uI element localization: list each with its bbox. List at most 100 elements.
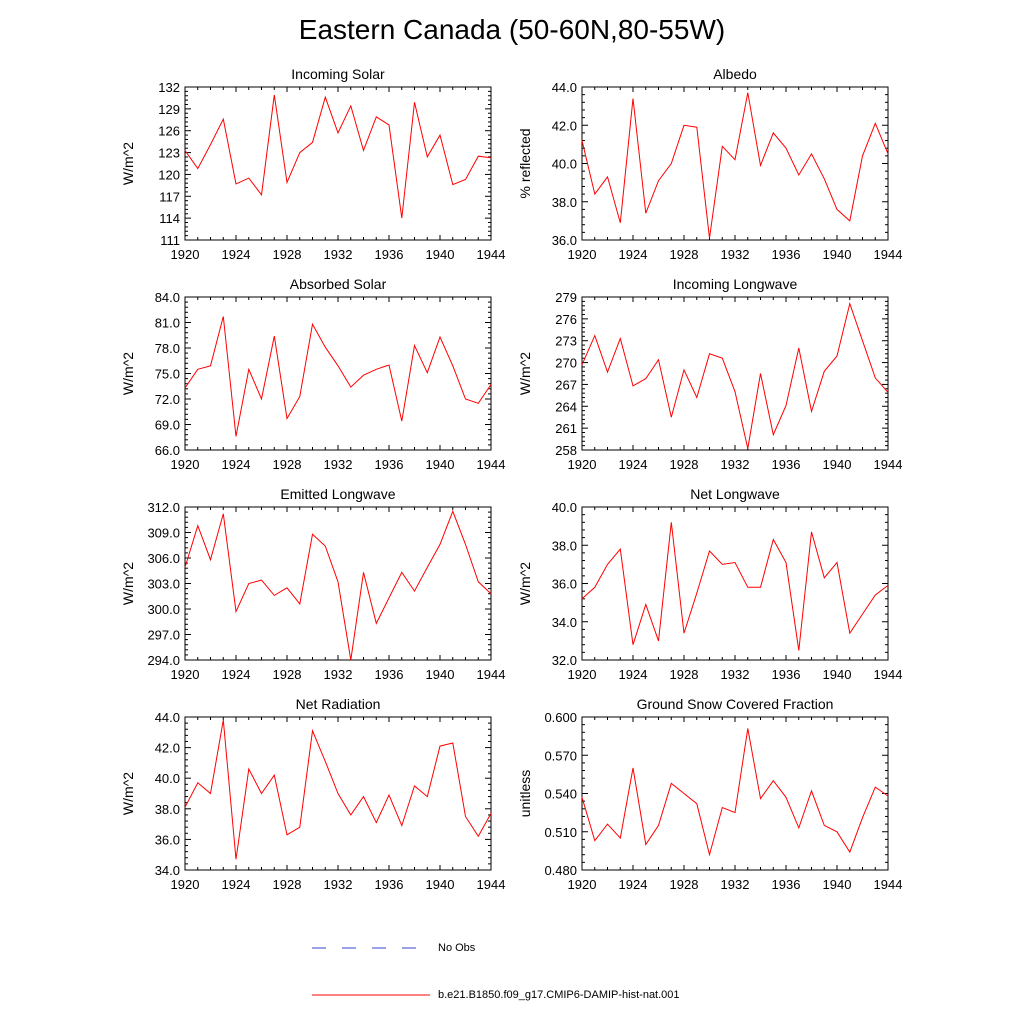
- x-tick-label: 1944: [477, 457, 506, 472]
- y-tick-label: 303.0: [147, 577, 180, 592]
- plot-frame: [184, 86, 492, 241]
- x-tick-label: 1928: [273, 667, 302, 682]
- series-line: [184, 94, 492, 219]
- y-tick-label: 40.0: [552, 500, 577, 515]
- x-tick-label: 1920: [568, 457, 597, 472]
- y-tick-label: 36.0: [552, 233, 577, 248]
- y-tick-label: 44.0: [155, 710, 180, 725]
- x-tick-label: 1920: [171, 247, 200, 262]
- x-tick-label: 1940: [823, 247, 852, 262]
- y-tick-label: 36.0: [155, 832, 180, 847]
- panel-title: Albedo: [713, 66, 757, 82]
- x-tick-label: 1924: [619, 877, 648, 892]
- plot-frame: [581, 296, 889, 451]
- y-tick-label: 42.0: [155, 741, 180, 756]
- x-tick-label: 1928: [670, 877, 699, 892]
- plot-frame: [581, 506, 889, 661]
- series-line: [184, 509, 492, 661]
- y-tick-label: 279: [555, 290, 577, 305]
- y-tick-label: 36.0: [552, 577, 577, 592]
- figure-title: Eastern Canada (50-60N,80-55W): [298, 14, 726, 45]
- y-tick-label: 0.570: [544, 748, 577, 763]
- panel-title: Emitted Longwave: [280, 486, 395, 502]
- panel-2: Absorbed Solar W/m^2 1920 1924 1928 1932 1936 1…: [120, 276, 505, 472]
- y-tick-label: 294.0: [147, 653, 180, 668]
- series-line: [184, 316, 492, 437]
- legend-label-model: b.e21.B1850.f09_g17.CMIP6-DAMIP-hist-nat…: [438, 989, 680, 1001]
- x-tick-label: 1928: [670, 247, 699, 262]
- x-tick-label: 1944: [477, 667, 506, 682]
- x-tick-label: 1924: [619, 247, 648, 262]
- x-tick-label: 1932: [324, 877, 353, 892]
- y-axis-label: unitless: [517, 770, 533, 817]
- x-tick-label: 1932: [324, 247, 353, 262]
- panel-6: Net Radiation W/m^2 1920 1924 1928 1932 1936 19…: [120, 696, 505, 892]
- y-tick-label: 66.0: [155, 443, 180, 458]
- x-tick-label: 1936: [772, 877, 801, 892]
- y-axis-label: W/m^2: [120, 352, 136, 395]
- y-axis-label: W/m^2: [517, 562, 533, 605]
- y-tick-label: 276: [555, 312, 577, 327]
- y-tick-label: 32.0: [552, 653, 577, 668]
- y-tick-label: 267: [555, 377, 577, 392]
- panel-title: Net Radiation: [296, 696, 381, 712]
- x-tick-label: 1928: [273, 877, 302, 892]
- x-tick-label: 1940: [426, 247, 455, 262]
- y-tick-label: 306.0: [147, 551, 180, 566]
- x-tick-label: 1932: [721, 457, 750, 472]
- y-tick-label: 72.0: [155, 392, 180, 407]
- y-tick-label: 78.0: [155, 341, 180, 356]
- x-tick-label: 1944: [874, 457, 903, 472]
- y-axis-label: W/m^2: [517, 352, 533, 395]
- panel-3: Incoming Longwave W/m^2 1920 1924 1928 1932 19…: [517, 276, 902, 472]
- y-tick-label: 40.0: [552, 157, 577, 172]
- y-tick-label: 34.0: [155, 863, 180, 878]
- y-tick-label: 0.600: [544, 710, 577, 725]
- x-tick-label: 1940: [823, 457, 852, 472]
- x-tick-label: 1920: [568, 667, 597, 682]
- y-tick-label: 123: [158, 146, 180, 161]
- y-tick-label: 75.0: [155, 367, 180, 382]
- y-tick-label: 273: [555, 334, 577, 349]
- y-axis-label: W/m^2: [120, 562, 136, 605]
- x-tick-label: 1924: [222, 667, 251, 682]
- x-tick-label: 1920: [171, 457, 200, 472]
- series-line: [581, 301, 889, 449]
- y-tick-label: 132: [158, 80, 180, 95]
- x-tick-label: 1944: [874, 247, 903, 262]
- y-tick-label: 84.0: [155, 290, 180, 305]
- x-tick-label: 1936: [772, 457, 801, 472]
- y-tick-label: 264: [555, 399, 577, 414]
- y-tick-label: 120: [158, 167, 180, 182]
- y-tick-label: 312.0: [147, 500, 180, 515]
- panel-7: Ground Snow Covered Fraction unitless 1920…: [517, 696, 902, 892]
- y-tick-label: 309.0: [147, 526, 180, 541]
- x-tick-label: 1932: [721, 877, 750, 892]
- y-tick-label: 38.0: [552, 195, 577, 210]
- y-tick-label: 258: [555, 443, 577, 458]
- x-tick-label: 1920: [568, 877, 597, 892]
- x-tick-label: 1924: [619, 457, 648, 472]
- legend-label-no-obs: No Obs: [438, 942, 476, 954]
- panel-4: Emitted Longwave W/m^2 1920 1924 1928 1932 193…: [120, 486, 505, 682]
- x-tick-label: 1944: [874, 667, 903, 682]
- y-tick-label: 0.540: [544, 787, 577, 802]
- panel-5: Net Longwave W/m^2 1920 1924 1928 1932 1936 194…: [517, 486, 902, 682]
- y-tick-label: 38.0: [155, 802, 180, 817]
- x-tick-label: 1924: [222, 247, 251, 262]
- x-tick-label: 1936: [375, 247, 404, 262]
- panel-title: Incoming Solar: [291, 66, 385, 82]
- y-tick-label: 69.0: [155, 418, 180, 433]
- x-tick-label: 1936: [772, 247, 801, 262]
- x-tick-label: 1932: [721, 247, 750, 262]
- x-tick-label: 1940: [823, 877, 852, 892]
- y-tick-label: 300.0: [147, 602, 180, 617]
- y-tick-label: 44.0: [552, 80, 577, 95]
- y-tick-label: 0.510: [544, 825, 577, 840]
- x-tick-label: 1944: [477, 877, 506, 892]
- x-tick-label: 1932: [721, 667, 750, 682]
- x-tick-label: 1924: [222, 457, 251, 472]
- x-tick-label: 1932: [324, 667, 353, 682]
- y-tick-label: 42.0: [552, 118, 577, 133]
